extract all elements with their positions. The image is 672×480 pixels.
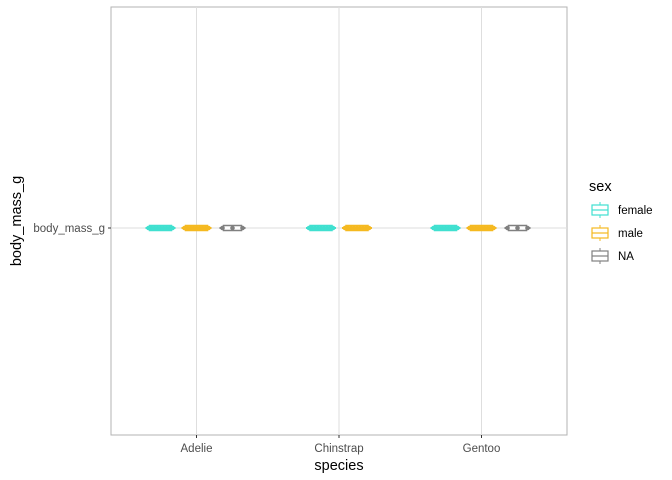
y-tick-labels: body_mass_g (33, 223, 111, 235)
box-female-adelie (145, 224, 176, 232)
legend-label: female (618, 205, 653, 217)
legend-title: sex (589, 179, 612, 195)
data-point (505, 225, 510, 231)
x-tick-label: Chinstrap (314, 443, 363, 455)
legend-label: male (618, 228, 643, 240)
data-point (240, 225, 245, 231)
box-male-adelie (181, 224, 212, 232)
box-marks (145, 224, 531, 232)
data-point (330, 225, 336, 231)
grid-lines (111, 7, 567, 435)
x-tick-labels: Adelie Chinstrap Gentoo (181, 435, 501, 455)
data-point (220, 225, 225, 231)
box-NA-adelie (219, 224, 246, 232)
x-tick-label: Gentoo (463, 443, 501, 455)
data-point (525, 225, 530, 231)
legend-item-na: NA (589, 246, 634, 266)
x-tick-label: Adelie (181, 443, 213, 455)
y-axis-title: body_mass_g (9, 176, 25, 266)
data-point (515, 225, 520, 231)
box-female-chinstrap (306, 224, 336, 232)
y-tick-label: body_mass_g (33, 223, 105, 235)
data-point (366, 225, 372, 231)
legend-label: NA (618, 251, 634, 263)
data-point (455, 225, 460, 231)
box-female-gentoo (430, 224, 461, 232)
data-point (491, 225, 496, 231)
data-point (206, 225, 211, 231)
legend-item-female: female (589, 200, 653, 220)
box-male-chinstrap (342, 224, 372, 232)
box-NA-gentoo (504, 224, 531, 232)
box-male-gentoo (466, 224, 497, 232)
x-axis-title: species (314, 458, 363, 474)
legend: sex female male NA (589, 179, 653, 266)
legend-item-male: male (589, 223, 643, 243)
data-point (230, 225, 235, 231)
data-point (170, 225, 175, 231)
